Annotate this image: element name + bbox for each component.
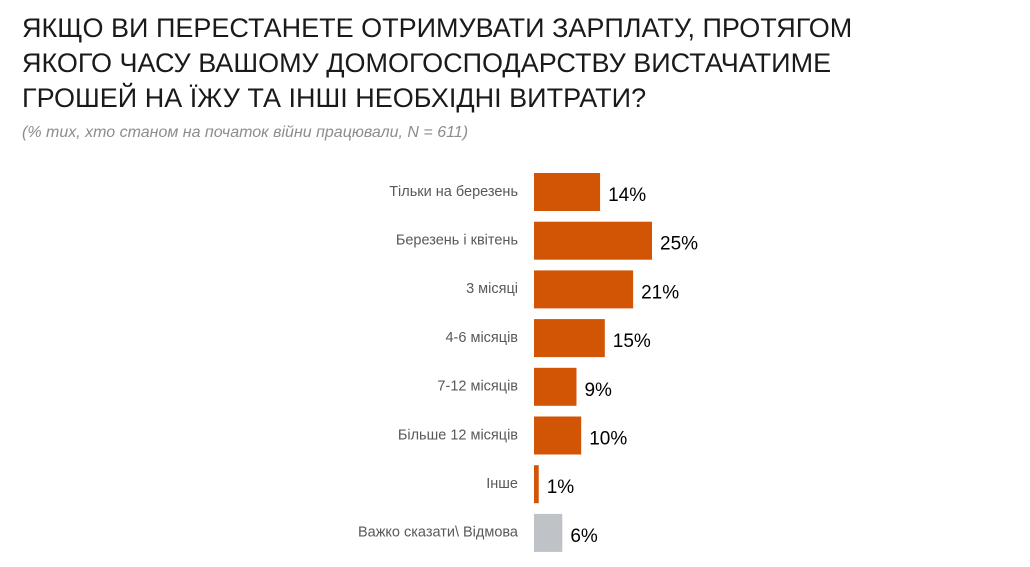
category-label: Тільки на березень (389, 184, 518, 200)
category-label: 7-12 місяців (437, 379, 518, 395)
bar (534, 173, 601, 211)
value-label: 14% (608, 185, 646, 206)
value-label: 15% (613, 331, 651, 352)
bar (534, 416, 582, 455)
chart-subtitle: (% тих, хто станом на початок війни прац… (22, 124, 468, 141)
category-label: Важко сказати\ Відмова (358, 525, 519, 541)
value-label: 21% (641, 282, 679, 303)
category-label: Березень і квітень (396, 233, 518, 249)
bar (534, 465, 539, 504)
chart-title-line: ГРОШЕЙ НА ЇЖУ ТА ІНШІ НЕОБХІДНІ ВИТРАТИ? (22, 82, 646, 113)
value-label: 6% (570, 526, 598, 547)
category-label: 4-6 місяців (445, 330, 518, 346)
bar (534, 319, 605, 358)
chart-title-line: ЯКЩО ВИ ПЕРЕСТАНЕТЕ ОТРИМУВАТИ ЗАРПЛАТУ,… (22, 13, 852, 43)
category-label: 3 місяці (466, 281, 518, 297)
bar (534, 221, 652, 260)
bar (534, 513, 563, 552)
category-label: Більше 12 місяців (398, 427, 518, 443)
value-label: 1% (547, 477, 575, 498)
category-label: Інше (486, 476, 518, 492)
value-label: 9% (584, 380, 612, 401)
bar (534, 367, 577, 406)
chart-title-line: ЯКОГО ЧАСУ ВАШОМУ ДОМОГОСПОДАРСТВУ ВИСТА… (22, 48, 831, 78)
value-label: 10% (589, 429, 627, 450)
value-label: 25% (660, 234, 698, 255)
bar (534, 270, 634, 309)
